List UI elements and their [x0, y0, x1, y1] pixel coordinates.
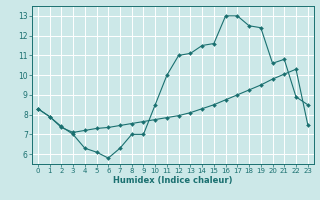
- X-axis label: Humidex (Indice chaleur): Humidex (Indice chaleur): [113, 176, 233, 185]
